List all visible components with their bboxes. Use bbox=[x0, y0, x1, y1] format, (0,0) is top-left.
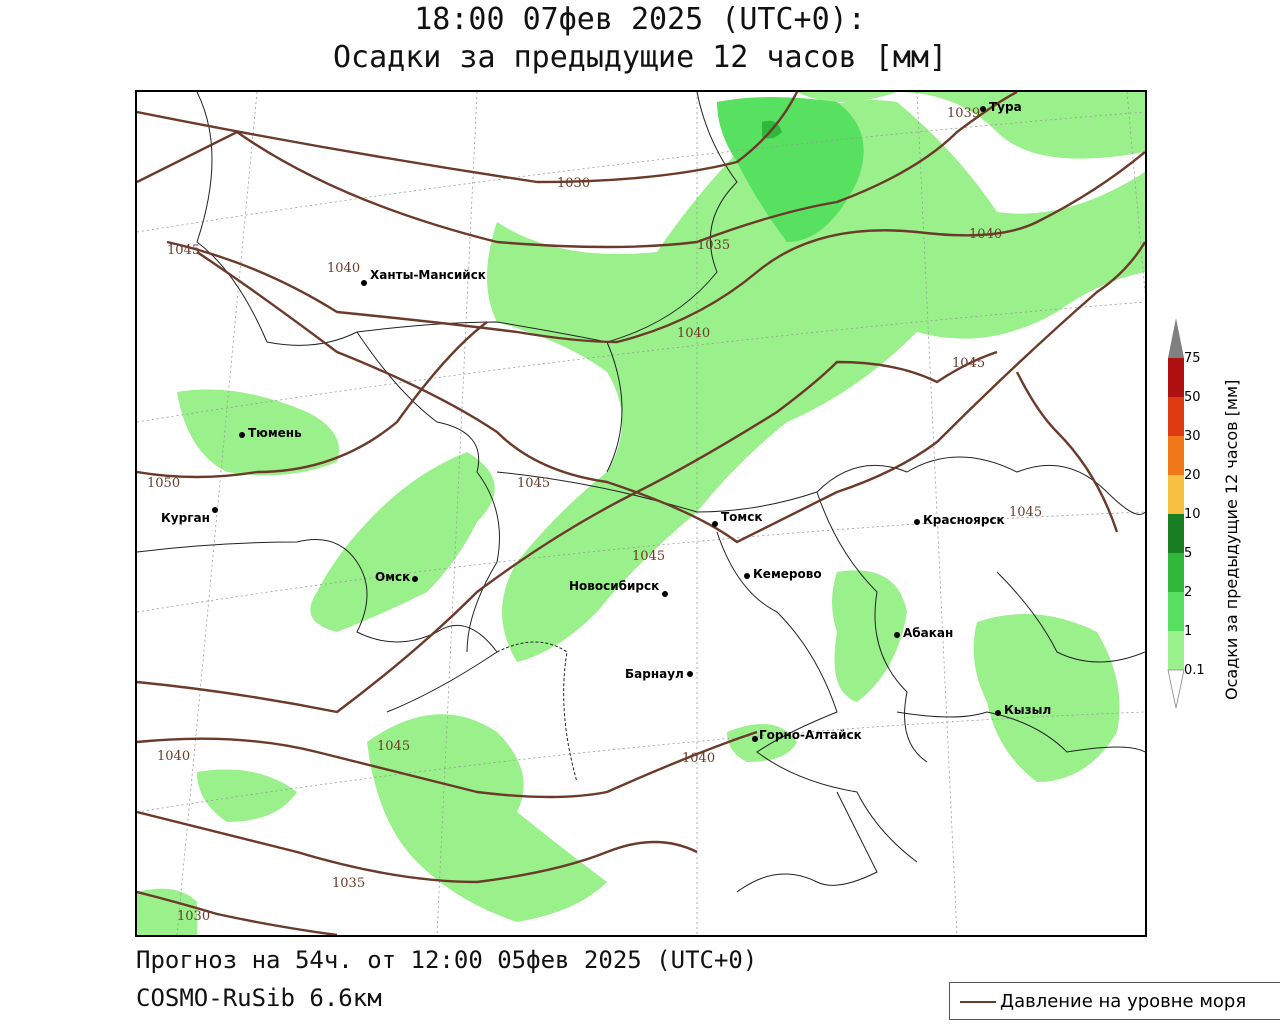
isobar-labels: 1030 1035 1040 1045 1050 1040 1045 1035 … bbox=[147, 106, 1042, 924]
isobar-label: 1035 bbox=[332, 876, 365, 891]
isobar-label: 1045 bbox=[377, 739, 410, 754]
isobar-label: 1045 bbox=[952, 356, 985, 371]
city-label-tomsk: Томск bbox=[721, 510, 763, 524]
isobar-label: 1040 bbox=[682, 751, 715, 766]
map-legend: Давление на уровне моря bbox=[949, 982, 1280, 1020]
isobar-label: 1039 bbox=[947, 106, 980, 121]
isobar-label: 1045 bbox=[1009, 505, 1042, 520]
city-dot bbox=[687, 671, 693, 677]
city-label-omsk: Омск bbox=[375, 570, 410, 584]
colorbar-tick-label: 50 bbox=[1184, 390, 1201, 405]
map-canvas: 1030 1035 1040 1045 1050 1040 1045 1035 … bbox=[137, 92, 1145, 935]
city-label-abakan: Абакан bbox=[903, 626, 953, 640]
cities: Ханты-Мансийск Тура Тюмень Курган Омск Н… bbox=[161, 100, 1051, 742]
legend-swatch-pressure bbox=[960, 1001, 996, 1003]
city-dot bbox=[752, 736, 758, 742]
colorbar-tick-label: 2 bbox=[1184, 585, 1192, 600]
map-title-time: 18:00 07фев 2025 (UTC+0): bbox=[414, 2, 866, 37]
city-label-kemerovo: Кемерово bbox=[753, 567, 822, 581]
model-name: COSMO-RuSib 6.6км bbox=[136, 984, 382, 1012]
colorbar-tick-label: 75 bbox=[1184, 351, 1201, 366]
city-label-kurgan: Курган bbox=[161, 511, 210, 525]
city-dot bbox=[239, 432, 245, 438]
isobar-label: 1045 bbox=[632, 549, 665, 564]
forecast-info: Прогноз на 54ч. от 12:00 05фев 2025 (UTC… bbox=[136, 946, 758, 974]
colorbar-tick-label: 0.1 bbox=[1184, 663, 1205, 678]
colorbar-tick-label: 20 bbox=[1184, 468, 1201, 483]
colorbar-band bbox=[1168, 397, 1184, 436]
city-label-novosibirsk: Новосибирск bbox=[569, 579, 659, 593]
isobar-label: 1045 bbox=[517, 476, 550, 491]
city-dot bbox=[712, 521, 718, 527]
isobar-label: 1040 bbox=[969, 227, 1002, 242]
city-dot bbox=[412, 576, 418, 582]
city-label-khanty-mansiysk: Ханты-Мансийск bbox=[370, 268, 486, 282]
city-dot bbox=[914, 519, 920, 525]
colorbar-band bbox=[1168, 553, 1184, 592]
colorbar-underflow-cap bbox=[1167, 669, 1185, 709]
map-title-field: Осадки за предыдущие 12 часов [мм] bbox=[332, 40, 948, 75]
colorbar-band bbox=[1168, 436, 1184, 475]
colorbar-band bbox=[1168, 358, 1184, 397]
isobars bbox=[137, 92, 1145, 935]
isobar-label: 1040 bbox=[157, 749, 190, 764]
isobar-label: 1040 bbox=[327, 261, 360, 276]
colorbar-band bbox=[1168, 631, 1184, 670]
colorbar-tick-label: 30 bbox=[1184, 429, 1201, 444]
city-label-tura: Тура bbox=[989, 100, 1022, 114]
city-label-kyzyl: Кызыл bbox=[1004, 703, 1051, 717]
city-label-krasnoyarsk: Красноярск bbox=[923, 513, 1005, 527]
colorbar-title: Осадки за предыдущие 12 часов [мм] bbox=[1222, 379, 1241, 700]
colorbar-band bbox=[1168, 592, 1184, 631]
city-dot bbox=[980, 106, 986, 112]
precipitation-map: 1030 1035 1040 1045 1050 1040 1045 1035 … bbox=[135, 90, 1147, 937]
isobar-label: 1030 bbox=[557, 176, 590, 191]
city-dot bbox=[995, 710, 1001, 716]
city-label-tyumen: Тюмень bbox=[248, 426, 302, 440]
colorbar-tick-label: 1 bbox=[1184, 624, 1192, 639]
city-dot bbox=[212, 507, 218, 513]
isobar-label: 1035 bbox=[697, 238, 730, 253]
precipitation-colorbar: 0.1 1 2 5 10 20 30 50 75 bbox=[1167, 318, 1205, 709]
colorbar-band bbox=[1168, 514, 1184, 553]
isobar-label: 1040 bbox=[677, 326, 710, 341]
city-label-barnaul: Барнаул bbox=[625, 667, 684, 681]
colorbar-overflow-cap bbox=[1168, 318, 1184, 358]
colorbar-tick-label: 5 bbox=[1184, 546, 1192, 561]
legend-label-pressure: Давление на уровне моря bbox=[1000, 991, 1247, 1012]
isobar-label: 1045 bbox=[167, 243, 200, 258]
colorbar-tick-label: 10 bbox=[1184, 507, 1201, 522]
city-label-gorno-altaysk: Горно-Алтайск bbox=[759, 728, 862, 742]
isobar-label: 1050 bbox=[147, 476, 180, 491]
city-dot bbox=[662, 591, 668, 597]
region-borders bbox=[137, 92, 1145, 893]
isobar-label: 1030 bbox=[177, 909, 210, 924]
city-dot bbox=[361, 280, 367, 286]
city-dot bbox=[894, 632, 900, 638]
city-dot bbox=[744, 573, 750, 579]
colorbar-band bbox=[1168, 475, 1184, 514]
